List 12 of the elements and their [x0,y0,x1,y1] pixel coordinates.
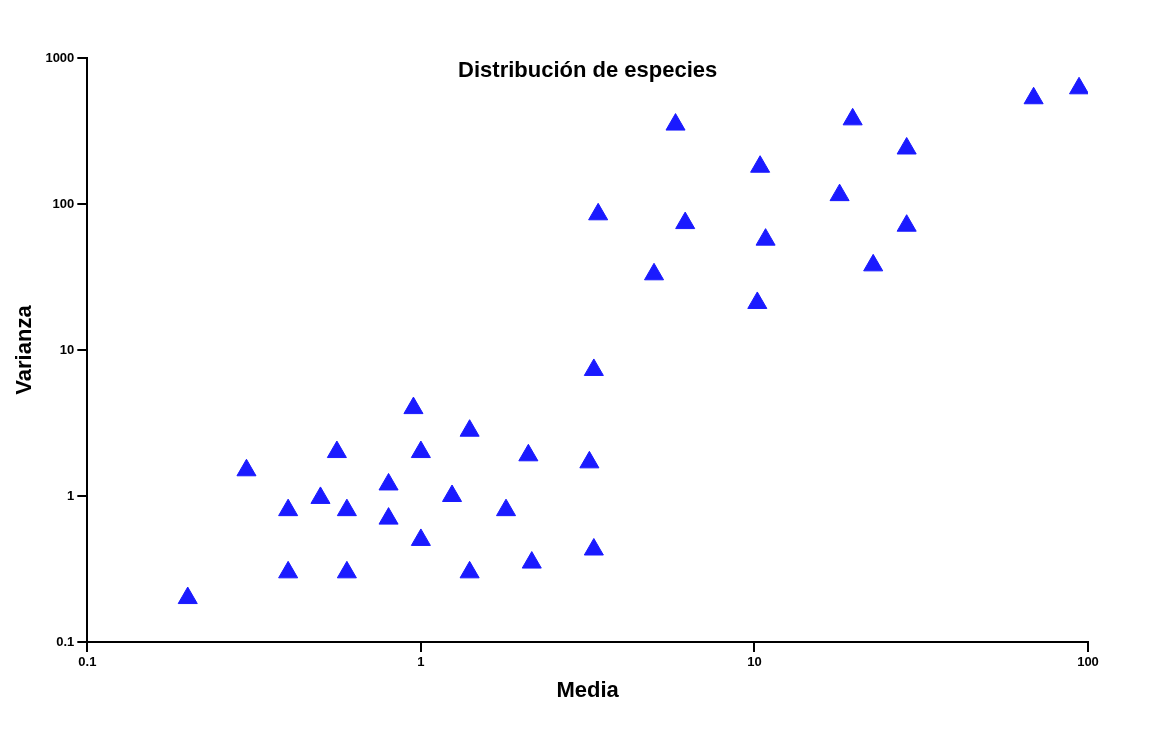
x-tick-label: 0.1 [78,654,97,670]
x-tick-label: 100 [1077,654,1099,670]
y-tick-label: 100 [52,195,75,211]
y-tick-label: 1000 [45,49,75,65]
y-tick-label: 10 [59,341,75,357]
x-axis-title: Media [556,676,620,702]
x-tick-label: 10 [747,654,762,670]
y-tick-label: 0.1 [56,633,75,649]
y-axis-title: Varianza [11,304,37,395]
chart-title: Distribución de especies [458,57,718,83]
y-tick-label: 1 [67,487,75,503]
x-tick-label: 1 [417,654,425,670]
